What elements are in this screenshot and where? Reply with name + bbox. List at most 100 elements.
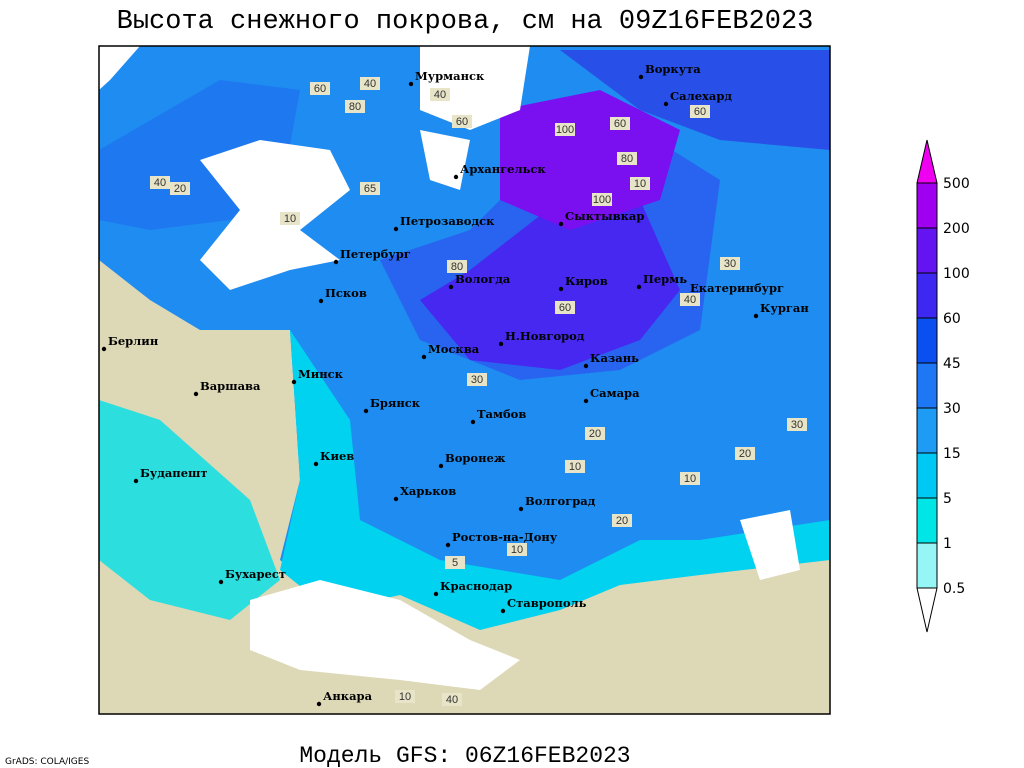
city-label: Архангельск <box>460 162 546 176</box>
contour-label-bg <box>150 176 170 189</box>
city-label: Тамбов <box>477 407 526 421</box>
city-dot <box>408 81 414 87</box>
legend-band <box>916 452 938 499</box>
city-dot <box>518 506 524 512</box>
city-label: Воронеж <box>445 451 506 465</box>
city-dot <box>438 463 444 469</box>
contour-label: 20 <box>739 448 751 460</box>
contour-label: 65 <box>364 183 376 195</box>
contour-label-bg <box>720 257 740 270</box>
city-label: Сыктывкар <box>565 209 644 223</box>
contour-label-bg <box>360 77 380 90</box>
contour-label: 60 <box>614 118 626 130</box>
contour-label-bg <box>445 556 465 569</box>
city-label: Казань <box>590 351 639 365</box>
contour-label: 20 <box>174 183 186 195</box>
city-dot <box>753 313 759 319</box>
contour-label: 80 <box>621 153 633 165</box>
contour-label: 60 <box>559 302 571 314</box>
city-label: Киев <box>320 449 354 463</box>
city-label: Краснодар <box>440 579 512 593</box>
city-label: Будапешт <box>140 466 208 480</box>
contour-label-bg <box>452 115 472 128</box>
city-label: Воркута <box>645 62 701 76</box>
legend-label: 15 <box>943 446 961 462</box>
legend-low-arrow <box>916 587 938 633</box>
city-label: Петербург <box>340 247 411 261</box>
city-dot <box>636 284 642 290</box>
legend-band <box>916 407 938 454</box>
contour-label: 60 <box>456 116 468 128</box>
contour-label: 60 <box>694 106 706 118</box>
legend-band <box>916 362 938 409</box>
city-label: Анкара <box>323 689 373 703</box>
city-label: Варшава <box>200 379 261 393</box>
contour-label-bg <box>680 293 700 306</box>
city-dot <box>218 579 224 585</box>
city-label: Вологда <box>455 272 511 286</box>
city-dot <box>453 174 459 180</box>
snow-area <box>280 330 830 630</box>
legend-band <box>916 182 938 229</box>
contour-label-bg <box>442 693 462 706</box>
legend-band <box>916 272 938 319</box>
contour-label: 40 <box>446 694 458 706</box>
legend-label: 100 <box>943 266 970 282</box>
legend-label: 200 <box>943 221 970 237</box>
sea <box>740 510 800 580</box>
city-label: Бухарест <box>225 567 286 581</box>
city-label: Волгоград <box>525 494 596 508</box>
contour-label: 100 <box>556 124 574 136</box>
legend-high-arrow <box>916 139 938 184</box>
city-dot <box>663 101 669 107</box>
contour-label: 40 <box>364 78 376 90</box>
contour-label: 40 <box>154 177 166 189</box>
city-dot <box>318 298 324 304</box>
contour-label: 30 <box>724 258 736 270</box>
legend-label: 500 <box>943 176 970 192</box>
contour-label-bg <box>310 82 330 95</box>
city-label: Мурманск <box>415 69 485 83</box>
cities: Мурманск Воркута Салехард Архангельск Петроз… <box>101 62 809 707</box>
legend-label: 5 <box>943 491 952 507</box>
city-label: Петрозаводск <box>400 214 495 228</box>
contour-label: 10 <box>511 544 523 556</box>
legend-band <box>916 542 938 589</box>
legend-label: 1 <box>943 536 952 552</box>
city-label: Курган <box>760 301 809 315</box>
contour-label: 10 <box>399 691 411 703</box>
legend-label: 30 <box>943 401 961 417</box>
city-dot <box>583 363 589 369</box>
contour-label-bg <box>617 152 637 165</box>
footer: Модель GFS: 06Z16FEB2023 <box>299 743 630 768</box>
contour-label: 100 <box>593 194 611 206</box>
city-label: Москва <box>428 342 480 356</box>
city-dot <box>638 74 644 80</box>
snow-area <box>420 200 680 370</box>
contour-label-bg <box>507 543 527 556</box>
city-dot <box>448 284 454 290</box>
city-dot <box>316 701 322 707</box>
contour-label: 10 <box>684 473 696 485</box>
sea <box>200 140 350 290</box>
sea <box>99 46 140 90</box>
contour-label-bg <box>447 260 467 273</box>
city-dot <box>583 398 589 404</box>
contour-label-bg <box>360 182 380 195</box>
legend-band <box>916 317 938 364</box>
contour-label: 10 <box>284 213 296 225</box>
city-dot <box>421 354 427 360</box>
contour-label-bg <box>395 690 415 703</box>
contour-label-bg <box>467 373 487 386</box>
contour-label-bg <box>610 117 630 130</box>
city-dot <box>558 286 564 292</box>
contour-label: 5 <box>452 557 458 569</box>
map <box>98 45 831 715</box>
contour-label-bg <box>555 123 575 136</box>
legend-band <box>916 227 938 274</box>
city-label: Киров <box>565 274 608 288</box>
city-label: Екатеринбург <box>690 281 784 295</box>
